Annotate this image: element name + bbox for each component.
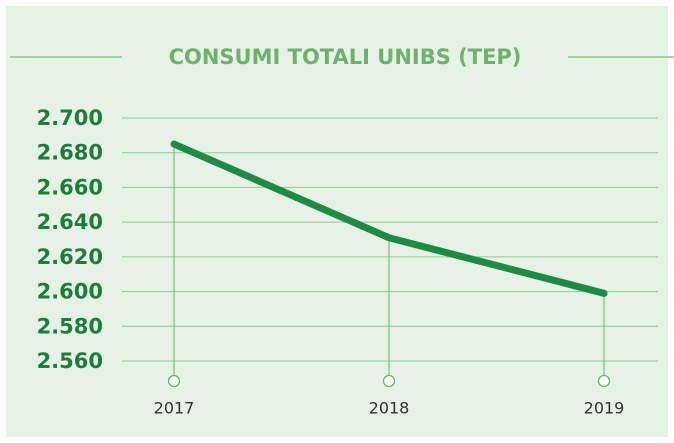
- category-marker: [597, 374, 611, 388]
- x-tick-label: 2018: [369, 399, 410, 418]
- category-marker: [167, 374, 181, 388]
- series-line: [170, 140, 608, 297]
- x-tick-label: 2019: [584, 399, 625, 418]
- y-tick-label: 2.700: [37, 106, 103, 130]
- y-tick-label: 2.620: [37, 245, 103, 269]
- background: [6, 6, 668, 437]
- y-tick-label: 2.660: [37, 175, 103, 199]
- y-tick-label: 2.560: [37, 349, 103, 373]
- y-tick-label: 2.600: [37, 280, 103, 304]
- y-tick-label: 2.580: [37, 314, 103, 338]
- y-tick-label: 2.680: [37, 141, 103, 165]
- y-tick-label: 2.640: [37, 210, 103, 234]
- x-tick-label: 2017: [154, 399, 195, 418]
- category-marker: [382, 374, 396, 388]
- chart-title: CONSUMI TOTALI UNIBS (TEP): [169, 45, 522, 69]
